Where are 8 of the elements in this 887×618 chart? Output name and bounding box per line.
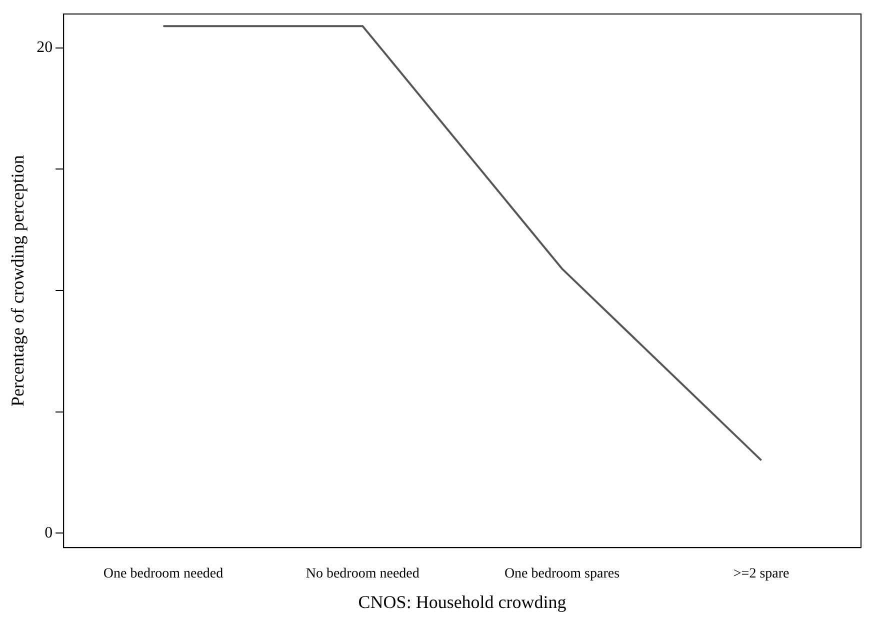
y-tick-label: 20 (36, 39, 53, 56)
x-tick-label: >=2 spare (733, 566, 790, 582)
x-tick-label: One bedroom needed (103, 566, 224, 582)
y-tick-label: 0 (44, 524, 53, 542)
x-tick-label: No bedroom needed (306, 566, 420, 582)
y-axis-title: Percentage of crowding perception (8, 155, 28, 407)
x-axis-title: CNOS: Household crowding (358, 592, 566, 612)
x-tick-label: One bedroom spares (504, 566, 620, 582)
